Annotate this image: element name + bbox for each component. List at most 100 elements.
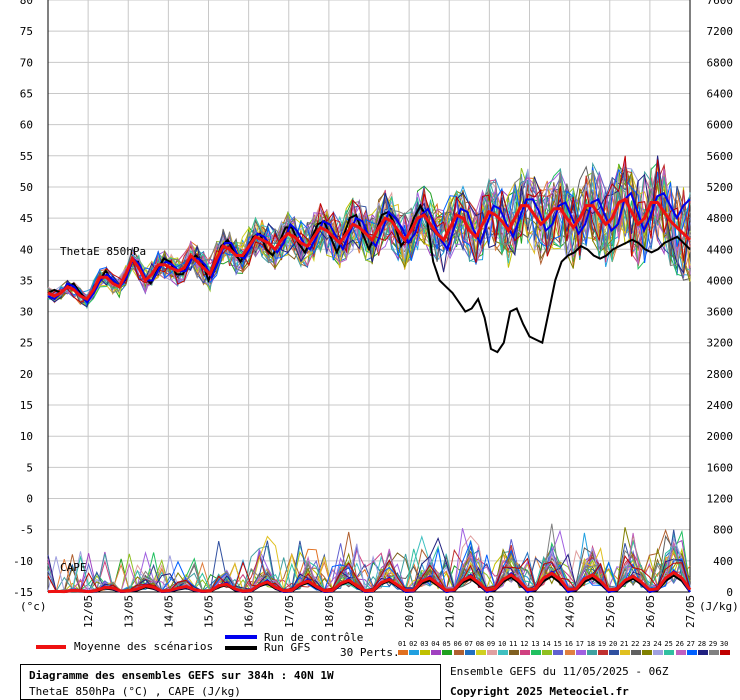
perturbation-legend-swatch <box>608 650 619 655</box>
perturbation-legend-swatch <box>431 650 442 655</box>
perturbation-legend-swatch <box>420 650 431 655</box>
perturbation-legend-swatch <box>708 650 719 655</box>
y-left-tick: 65 <box>20 87 33 100</box>
x-date-tick: 24/05 <box>564 595 577 628</box>
y-right-tick: 6800 <box>707 56 734 69</box>
perturbation-legend-label: 23 <box>642 640 651 648</box>
perturbation-legend-label: 29 <box>708 640 718 648</box>
y-right-tick: 4400 <box>707 243 734 256</box>
perturbation-legend-label: 20 <box>608 640 618 648</box>
perturbation-legend-swatch <box>564 650 575 655</box>
perturbation-legend-label: 08 <box>475 640 485 648</box>
y-right-tick: 3600 <box>707 306 734 319</box>
legend-mean-label: Moyenne des scénarios <box>74 640 214 653</box>
info-box-title: Diagramme des ensembles GEFS sur 384h : … <box>29 669 334 682</box>
x-date-tick: 27/05 <box>684 595 697 628</box>
y-left-unit: (°c) <box>20 600 47 613</box>
perturbation-legend-label: 21 <box>620 640 629 648</box>
y-right-tick: 2800 <box>707 368 734 381</box>
y-left-tick: 55 <box>20 150 33 163</box>
perturbation-legend-label: 28 <box>697 640 707 648</box>
x-date-tick: 12/05 <box>82 595 95 628</box>
perturbation-legend-label: 30 <box>719 640 729 648</box>
perturbation-legend: 01 02 03 04 05 06 07 08 09 10 11 12 13 14 15 16 17 18 19 20… <box>398 640 738 660</box>
y-right-tick: 6400 <box>707 87 734 100</box>
y-right-tick: 4000 <box>707 274 734 287</box>
y-left-tick: 5 <box>26 461 33 474</box>
footer-copyright: Copyright 2025 Meteociel.fr <box>450 685 629 698</box>
perturbation-legend-label: 03 <box>420 640 429 648</box>
perturbation-legend-swatch <box>475 650 486 655</box>
x-date-tick: 16/05 <box>243 595 256 628</box>
perturbation-legend-swatch <box>686 650 697 655</box>
y-left-tick: 45 <box>20 212 33 225</box>
y-right-tick: 2000 <box>707 430 734 443</box>
legend-control-swatch <box>225 635 257 639</box>
y-right-tick: 2400 <box>707 399 734 412</box>
perturbation-legend-label: 04 <box>431 640 440 648</box>
perturbation-legend-swatch <box>509 650 519 655</box>
perturbation-legend-swatch <box>497 650 508 655</box>
footer-ensemble: Ensemble GEFS du 11/05/2025 - 06Z <box>450 665 669 678</box>
y-left-tick: 35 <box>20 274 33 287</box>
legend-mean-swatch <box>36 645 66 649</box>
y-right-tick: 800 <box>713 524 733 537</box>
perturbation-legend-swatch <box>542 650 553 655</box>
y-right-tick: 5600 <box>707 150 734 163</box>
x-date-tick: 21/05 <box>443 595 456 628</box>
perturbation-legend-swatch <box>398 650 408 655</box>
y-left-tick: 60 <box>20 119 33 132</box>
y-right-tick: 6000 <box>707 119 734 132</box>
perturbation-legend-swatch <box>675 650 686 655</box>
perturbation-legend-label: 07 <box>464 640 474 648</box>
legend-gfs-label: Run GFS <box>264 641 311 654</box>
main-series-lines <box>47 191 692 594</box>
perturbation-legend-swatch <box>531 650 542 655</box>
panel-label-thetae: ThetaE 850hPa <box>60 245 147 258</box>
y-left-tick: 40 <box>20 243 33 256</box>
y-right-unit: (J/kg) <box>699 600 739 613</box>
chart-grid <box>47 0 691 593</box>
perturbation-legend-label: 18 <box>586 640 596 648</box>
info-box-subtitle: ThetaE 850hPa (°C) , CAPE (J/kg) <box>29 685 241 698</box>
mean-thetae-line <box>47 197 692 302</box>
perturbation-legend-label: 05 <box>442 640 451 648</box>
y-left-tick: 30 <box>20 306 33 319</box>
perturbation-legend-swatch <box>464 650 475 655</box>
perturbation-legend-swatch <box>664 650 675 655</box>
legend-gfs-swatch <box>225 646 257 650</box>
y-left-tick: -5 <box>20 524 33 537</box>
x-date-tick: 13/05 <box>122 595 135 628</box>
y-left-tick: 20 <box>20 368 33 381</box>
y-left-tick: -10 <box>13 555 33 568</box>
x-date-tick: 22/05 <box>483 595 496 628</box>
y-right-tick: 400 <box>713 555 733 568</box>
perturbation-legend-label: 09 <box>486 640 496 648</box>
perturbation-legend-label: 27 <box>686 640 696 648</box>
perturbation-legend-swatch <box>697 650 708 655</box>
y-right-tick: 7600 <box>707 0 734 7</box>
y-right-tick: 4800 <box>707 212 734 225</box>
y-right-tick: 1600 <box>707 461 734 474</box>
x-date-tick: 19/05 <box>363 595 376 628</box>
legend-perts-label: 30 Perts. <box>340 646 400 659</box>
info-box: Diagramme des ensembles GEFS sur 384h : … <box>20 664 441 700</box>
perturbation-legend-label: 11 <box>509 640 518 648</box>
perturbation-legend-swatch <box>442 650 453 655</box>
perturbation-legend-swatch <box>597 650 608 655</box>
perturbation-legend-label: 17 <box>575 640 585 648</box>
perturbation-legend-label: 19 <box>597 640 607 648</box>
x-date-tick: 14/05 <box>162 595 175 628</box>
x-date-tick: 26/05 <box>644 595 657 628</box>
axis-labels: -15 -10 -5 0 5 10 15 20 25 30 35 40 45 50 55 60 65 70 75 80… <box>13 0 733 628</box>
perturbation-legend-label: 13 <box>531 640 540 648</box>
perturbation-legend-label: 26 <box>675 640 684 648</box>
perturbation-legend-swatch <box>453 650 464 655</box>
y-right-tick: 3200 <box>707 337 734 350</box>
y-left-tick: 70 <box>20 56 33 69</box>
perturbation-legend-swatch <box>486 650 497 655</box>
perturbation-legend-label: 25 <box>664 640 673 648</box>
y-left-tick: 10 <box>20 430 33 443</box>
y-left-tick: -15 <box>13 586 33 599</box>
